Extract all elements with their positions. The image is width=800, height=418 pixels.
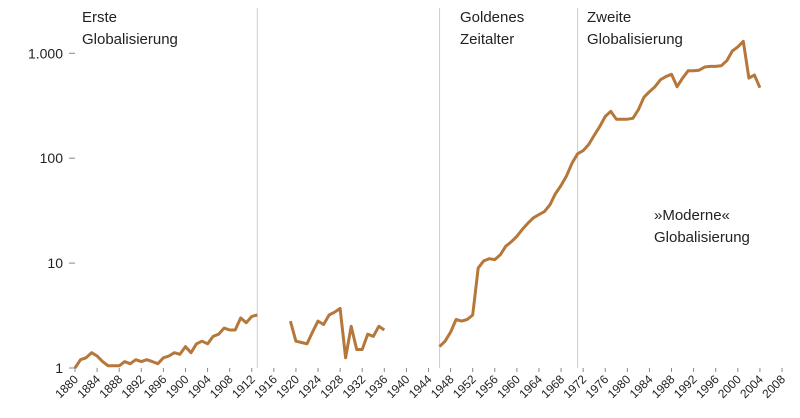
x-tick-label: 1896 — [141, 372, 170, 401]
x-tick-label: 1988 — [649, 372, 678, 401]
x-tick-label: 1940 — [384, 372, 413, 401]
y-tick-label: 10 — [47, 255, 63, 271]
x-tick-label: 1924 — [295, 372, 324, 401]
x-tick-label: 1996 — [693, 372, 722, 401]
x-tick-label: 1900 — [163, 372, 192, 401]
x-tick-label: 1892 — [119, 372, 148, 401]
x-tick-label: 1880 — [52, 372, 81, 401]
x-tick-label: 1944 — [406, 372, 435, 401]
x-tick-label: 1888 — [97, 372, 126, 401]
x-tick-label: 1904 — [185, 372, 214, 401]
x-tick-label: 2008 — [759, 372, 788, 401]
annotation: Goldenes — [460, 9, 524, 26]
x-tick-label: 1908 — [207, 372, 236, 401]
x-tick-label: 1952 — [450, 372, 479, 401]
annotation: »Moderne« — [654, 207, 730, 224]
y-tick-label: 1.000 — [28, 45, 63, 61]
annotation: Globalisierung — [587, 31, 683, 48]
x-tick-label: 1980 — [605, 372, 634, 401]
x-tick-label: 1920 — [273, 372, 302, 401]
x-tick-label: 2004 — [737, 372, 766, 401]
annotation: Zweite — [587, 9, 631, 26]
x-tick-label: 1992 — [671, 372, 700, 401]
y-tick-label: 1 — [55, 360, 63, 376]
x-tick-label: 1932 — [340, 372, 369, 401]
x-tick-label: 1884 — [74, 372, 103, 401]
x-tick-label: 1984 — [627, 372, 656, 401]
x-tick-label: 1916 — [251, 372, 280, 401]
x-tick-label: 1948 — [428, 372, 457, 401]
x-tick-label: 2000 — [715, 372, 744, 401]
annotation: Zeitalter — [460, 31, 514, 48]
x-tick-label: 1968 — [538, 372, 567, 401]
x-tick-label: 1972 — [560, 372, 589, 401]
x-tick-label: 1936 — [362, 372, 391, 401]
y-tick-label: 100 — [40, 150, 64, 166]
annotation: Globalisierung — [654, 229, 750, 246]
x-tick-label: 1976 — [583, 372, 612, 401]
data-line — [73, 39, 762, 369]
annotation: Globalisierung — [82, 31, 178, 48]
annotation: Erste — [82, 9, 117, 26]
x-tick-label: 1964 — [516, 372, 545, 401]
x-tick-label: 1960 — [494, 372, 523, 401]
x-tick-label: 1912 — [229, 372, 258, 401]
x-tick-label: 1956 — [472, 372, 501, 401]
x-tick-label: 1928 — [317, 372, 346, 401]
